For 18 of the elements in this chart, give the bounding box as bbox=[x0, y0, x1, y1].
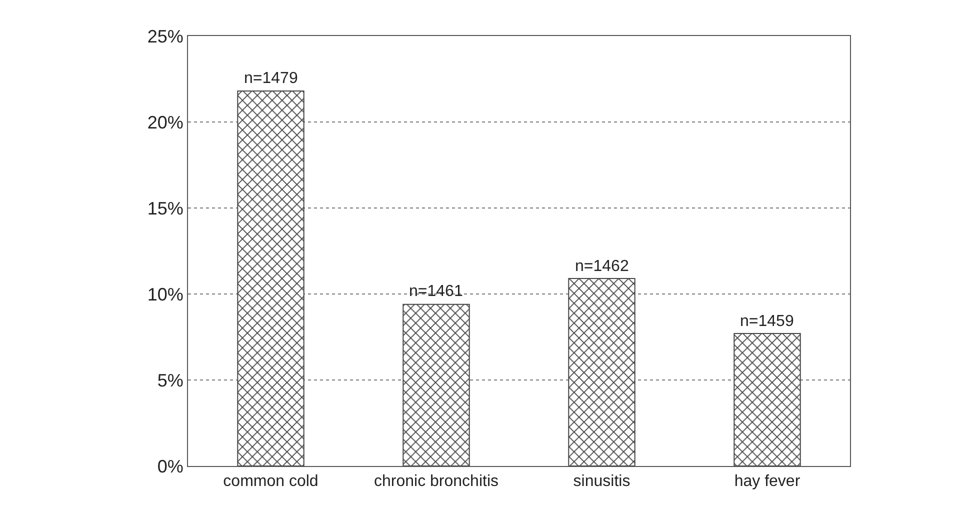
y-tick-label: 25% bbox=[147, 26, 184, 46]
bar bbox=[734, 333, 801, 466]
annotation: n=1462 bbox=[575, 258, 629, 275]
x-tick-label: sinusitis bbox=[573, 473, 630, 490]
bar bbox=[237, 90, 304, 466]
y-tick-label: 15% bbox=[147, 198, 184, 218]
annotation: n=1479 bbox=[244, 70, 298, 87]
x-tick-label: hay fever bbox=[734, 473, 801, 490]
y-tick-label: 5% bbox=[157, 370, 184, 390]
x-tick-label: chronic bronchitis bbox=[374, 473, 498, 490]
y-tick-label: 10% bbox=[147, 284, 184, 304]
bar bbox=[402, 304, 470, 466]
bar bbox=[568, 278, 636, 466]
x-tick-label: common cold bbox=[223, 473, 318, 490]
annotation: n=1461 bbox=[409, 283, 463, 300]
y-tick-label: 20% bbox=[147, 112, 184, 132]
annotation: n=1459 bbox=[740, 313, 794, 330]
y-tick-label: 0% bbox=[157, 456, 184, 476]
